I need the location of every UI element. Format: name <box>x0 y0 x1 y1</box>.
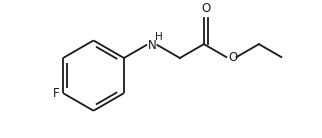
Text: O: O <box>228 51 237 64</box>
Text: H: H <box>155 32 162 42</box>
Text: O: O <box>201 2 211 15</box>
Text: N: N <box>148 39 157 52</box>
Text: F: F <box>53 87 59 100</box>
